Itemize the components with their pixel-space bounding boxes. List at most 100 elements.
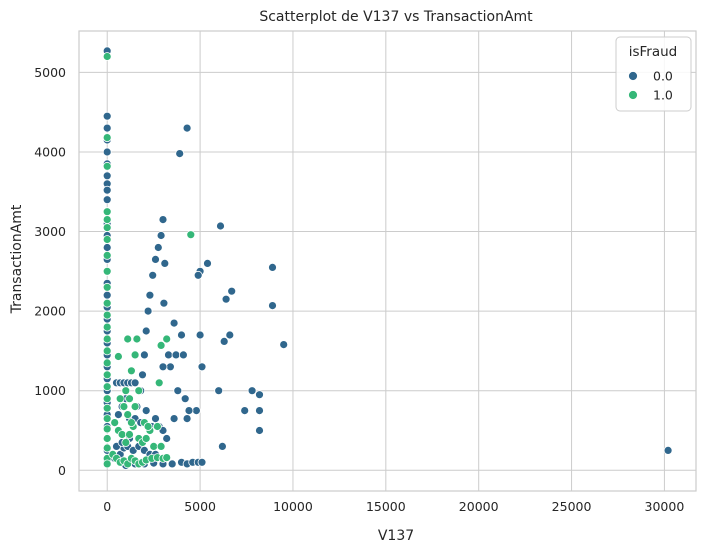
x-tick-label: 0 — [103, 499, 111, 514]
data-point — [102, 298, 112, 308]
data-point — [279, 340, 289, 350]
data-point — [102, 443, 112, 453]
data-point — [153, 243, 163, 252]
data-point — [158, 362, 168, 372]
data-point — [169, 318, 179, 328]
data-point — [141, 406, 151, 416]
data-point — [102, 282, 112, 292]
data-point — [102, 403, 112, 413]
data-point — [171, 350, 181, 360]
data-point — [102, 195, 112, 205]
data-point — [154, 378, 164, 388]
tick-labels: 0 5000 10000 15000 20000 25000 30000 0 1000 2000 3… — [34, 65, 684, 514]
data-point — [221, 294, 231, 304]
x-tick-label: 20000 — [459, 499, 499, 514]
y-tick-label: 4000 — [34, 144, 66, 159]
data-point — [175, 149, 185, 159]
data-point — [255, 406, 264, 416]
data-point — [110, 418, 120, 428]
data-point — [134, 386, 144, 396]
data-point — [102, 382, 112, 392]
y-tick-label: 5000 — [34, 65, 66, 80]
data-point — [126, 366, 136, 376]
data-point — [102, 161, 112, 171]
data-point — [125, 394, 134, 404]
data-point — [156, 340, 166, 350]
data-point — [197, 362, 207, 372]
data-point — [268, 301, 277, 311]
plot-frame — [78, 30, 697, 492]
data-point — [114, 352, 123, 361]
y-axis-label: TransactionAmt — [9, 204, 25, 314]
data-point — [184, 406, 194, 416]
data-point — [102, 207, 112, 217]
legend-title: isFraud — [629, 44, 678, 60]
data-point — [159, 298, 169, 308]
data-point — [227, 286, 237, 296]
data-point — [141, 326, 151, 336]
data-point — [167, 459, 177, 469]
legend-marker — [628, 71, 638, 81]
data-point — [143, 422, 153, 431]
data-point — [152, 422, 162, 431]
legend: isFraud 0.0 1.0 — [615, 36, 692, 112]
data-point — [102, 223, 112, 233]
data-point — [121, 438, 131, 447]
y-tick-label: 0 — [58, 463, 66, 478]
data-points — [102, 46, 673, 470]
data-point — [178, 350, 188, 360]
data-point — [102, 459, 112, 469]
data-point — [268, 262, 277, 272]
data-point — [102, 370, 112, 380]
data-point — [102, 334, 112, 344]
data-point — [182, 414, 192, 424]
legend-label: 0.0 — [653, 69, 673, 84]
data-point — [130, 378, 140, 388]
data-point — [115, 394, 125, 404]
data-point — [102, 434, 112, 443]
data-point — [219, 336, 229, 346]
data-point — [117, 430, 127, 439]
data-point — [125, 430, 134, 439]
x-tick-label: 30000 — [645, 499, 685, 514]
data-point — [102, 414, 112, 424]
data-point — [102, 250, 112, 260]
data-point — [102, 310, 112, 320]
data-point — [102, 424, 112, 434]
x-axis-label: V137 — [378, 528, 414, 544]
data-point — [126, 418, 136, 428]
legend-label: 1.0 — [653, 88, 673, 103]
data-point — [123, 410, 133, 420]
data-point — [143, 306, 153, 316]
data-point — [151, 414, 160, 424]
data-point — [160, 258, 170, 268]
data-point — [102, 266, 112, 276]
data-point — [102, 215, 112, 225]
data-point — [102, 322, 112, 332]
data-point — [114, 410, 123, 420]
data-point — [255, 390, 264, 400]
data-point — [164, 350, 173, 360]
data-point — [102, 111, 112, 121]
data-point — [139, 350, 149, 360]
data-point — [141, 434, 151, 443]
data-point — [132, 334, 142, 344]
data-point — [151, 254, 160, 264]
data-point — [102, 394, 112, 404]
chart-title: Scatterplot de V137 vs TransactionAmt — [259, 9, 533, 25]
data-point — [193, 270, 203, 280]
data-point — [123, 334, 133, 344]
legend-marker — [628, 90, 638, 100]
data-point — [165, 362, 175, 372]
data-point — [149, 441, 159, 451]
data-point — [177, 330, 186, 340]
data-point — [102, 243, 112, 252]
data-point — [102, 171, 112, 181]
data-point — [240, 406, 250, 416]
data-point — [119, 402, 129, 412]
data-point — [225, 330, 235, 340]
data-point — [195, 330, 205, 340]
data-point — [121, 386, 131, 396]
data-point — [162, 453, 172, 463]
